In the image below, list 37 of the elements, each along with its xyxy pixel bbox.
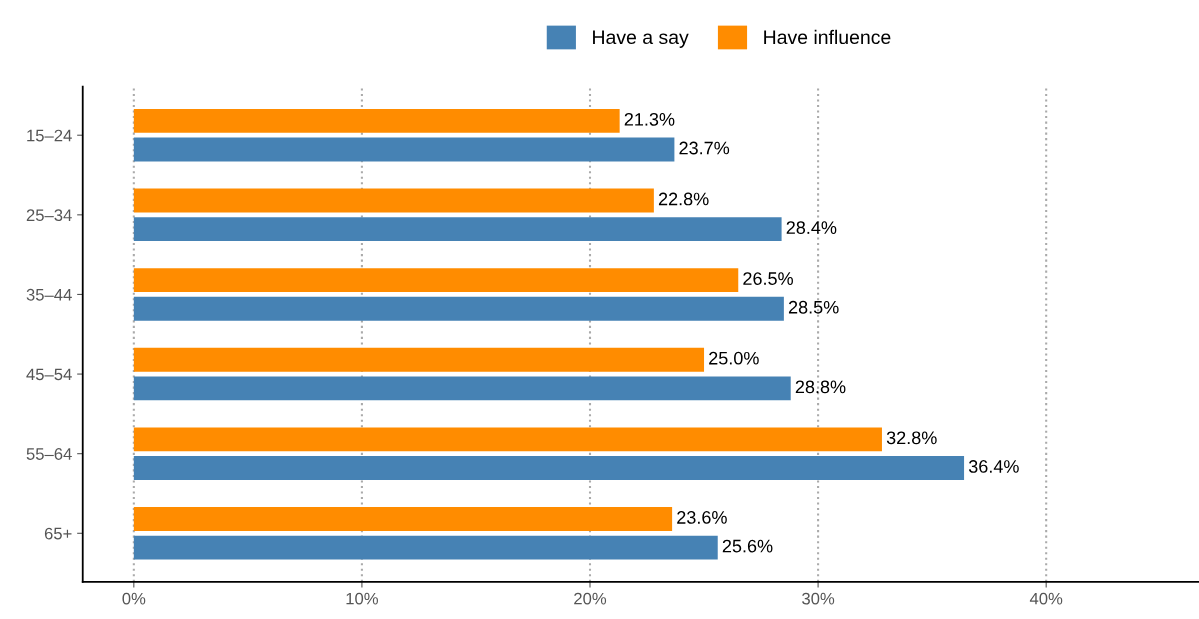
bar — [133, 535, 718, 560]
data-label: 26.5% — [743, 272, 793, 285]
bar — [133, 217, 782, 242]
y-tick-label: 25–34 — [26, 209, 72, 222]
data-label: 28.8% — [795, 380, 846, 394]
bar — [133, 108, 620, 133]
y-tick-label: 35–44 — [26, 288, 72, 301]
data-label: 32.8% — [886, 431, 937, 445]
bar — [133, 427, 882, 452]
bar — [133, 376, 791, 401]
y-tick-label: 65+ — [44, 527, 72, 540]
data-label: 25.6% — [722, 539, 773, 553]
bar — [133, 137, 675, 162]
x-tick-label: 40% — [1029, 592, 1063, 605]
data-label: 25.0% — [709, 351, 759, 365]
data-label: 23.7% — [679, 141, 730, 155]
x-tick-label: 10% — [346, 592, 378, 605]
bar — [133, 507, 673, 531]
data-label: 21.3% — [624, 112, 675, 126]
bar — [133, 347, 705, 372]
x-tick-label: 20% — [574, 592, 607, 605]
bar — [133, 188, 654, 213]
legend-label: Have influence — [764, 29, 891, 45]
data-label: 23.6% — [677, 511, 727, 524]
data-label: 22.8% — [658, 192, 709, 206]
bar — [133, 456, 965, 480]
x-tick-label: 30% — [802, 592, 835, 605]
bar — [133, 296, 784, 321]
data-label: 28.5% — [788, 300, 839, 314]
y-tick-label: 45–54 — [26, 368, 72, 381]
bar — [133, 268, 739, 293]
x-tick-label: 0% — [122, 592, 146, 605]
data-label: 28.4% — [786, 221, 837, 235]
data-label: 36.4% — [968, 460, 1019, 473]
legend-label: Have a say — [593, 30, 689, 48]
y-tick-label: 55–64 — [26, 448, 72, 460]
y-tick-label: 15–24 — [27, 129, 72, 142]
